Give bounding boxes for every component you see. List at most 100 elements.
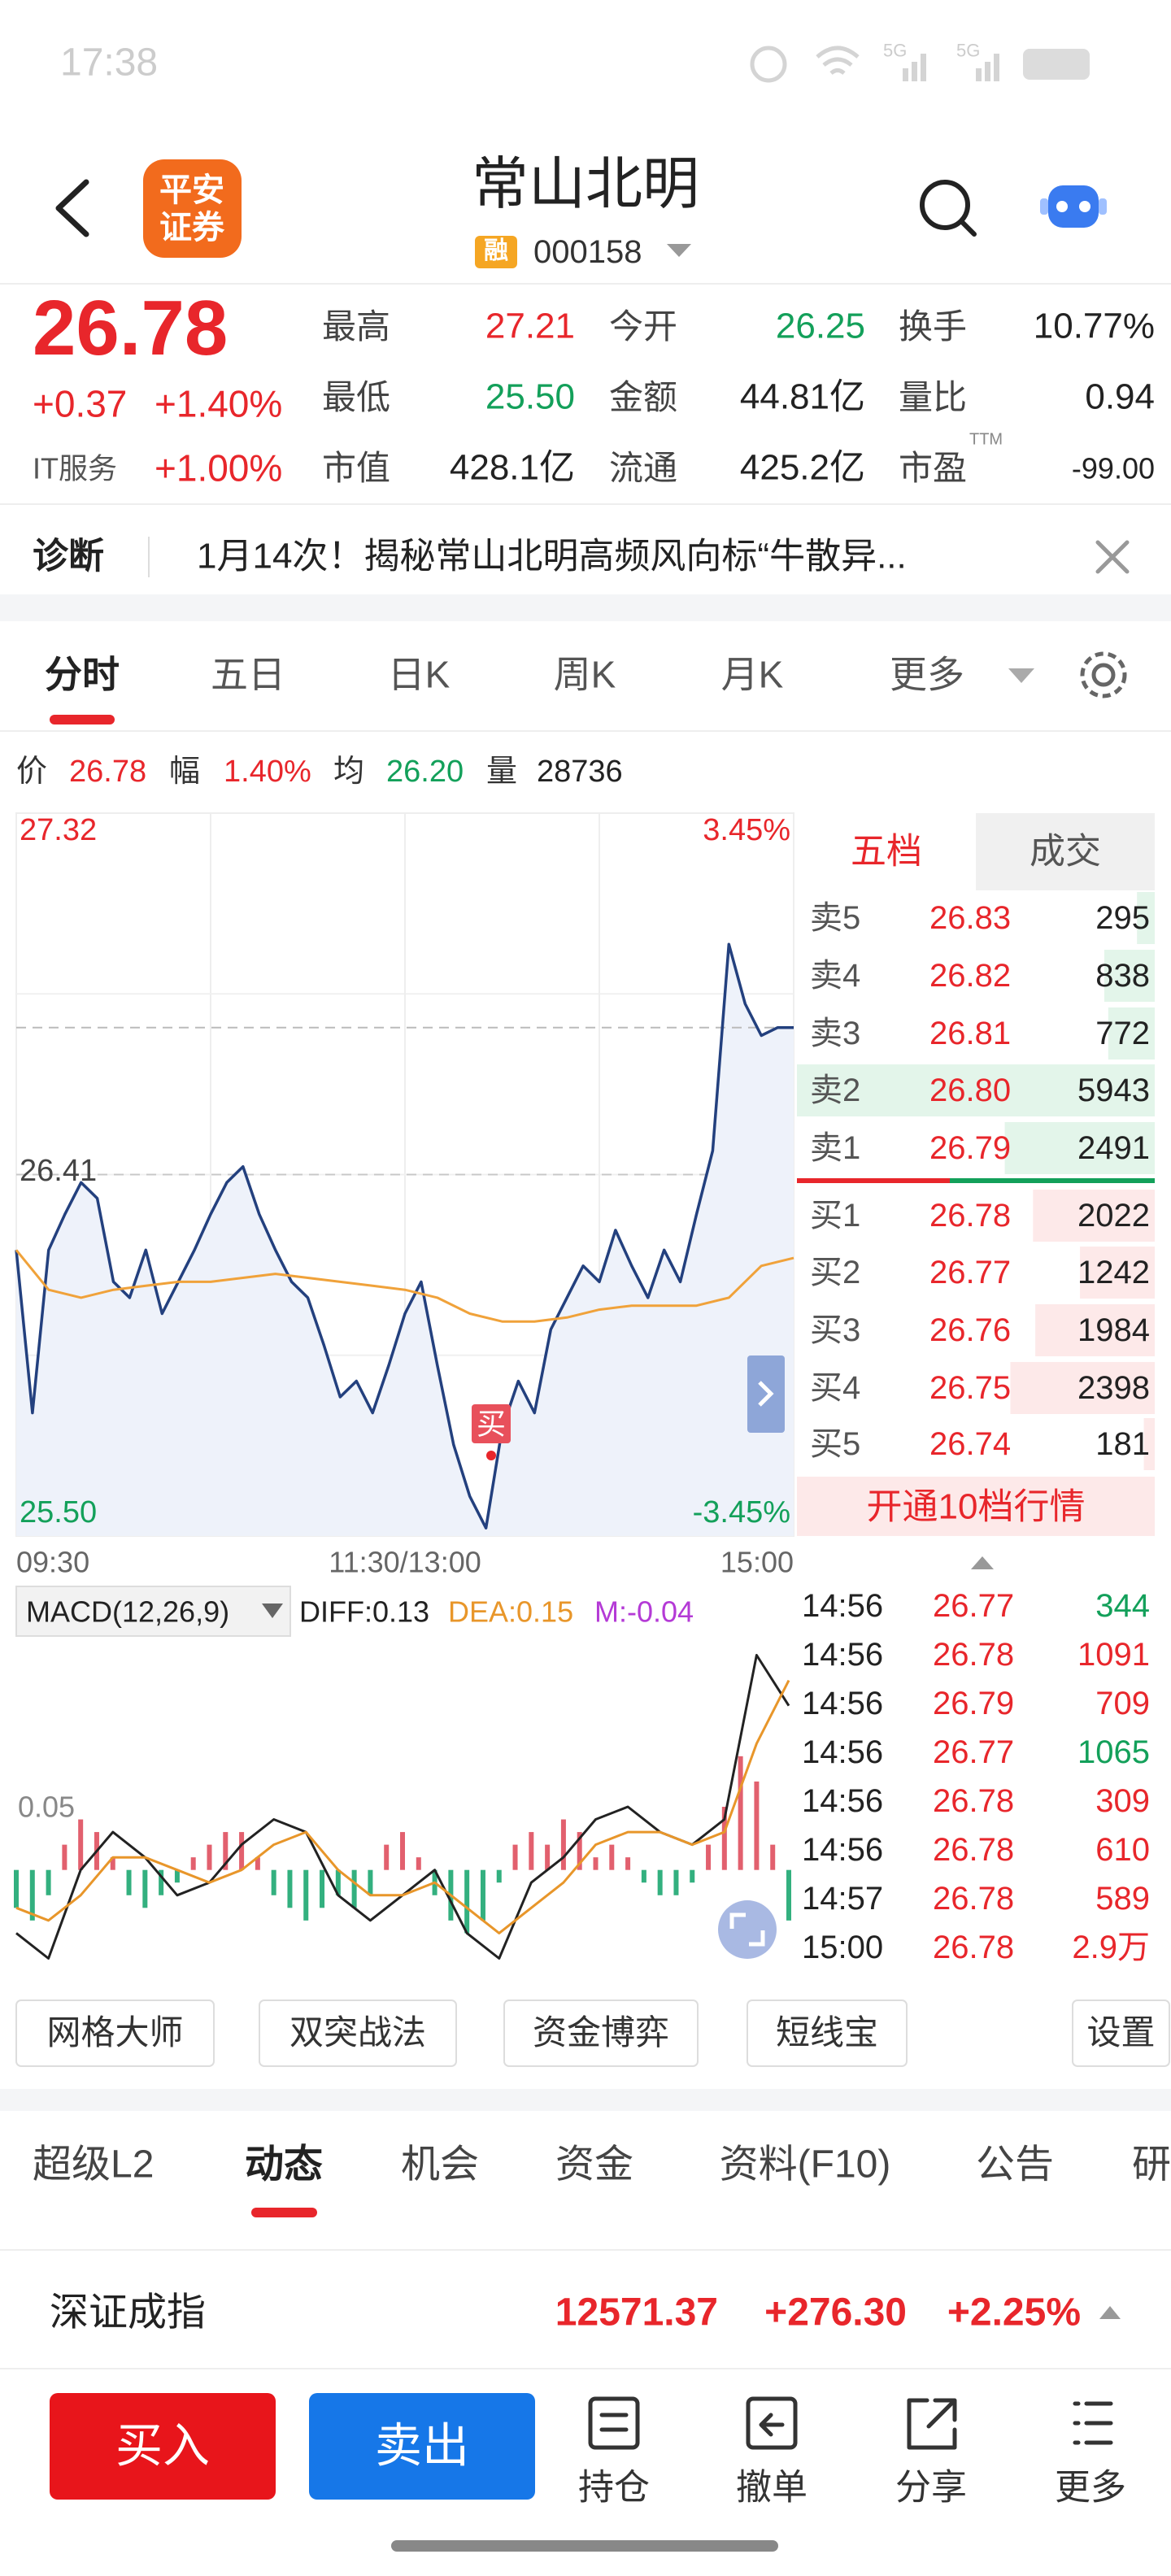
close-icon[interactable] [1095, 540, 1130, 574]
macd-bar [754, 1781, 760, 1870]
book-level: 卖4 [810, 958, 861, 994]
trade-price: 26.78 [933, 1881, 1015, 1917]
status-time: 17:38 [60, 41, 159, 85]
more-dropdown[interactable] [1008, 668, 1034, 683]
macd-bar [657, 1869, 663, 1895]
macd-bar [690, 1869, 695, 1883]
sell-button[interactable] [309, 2393, 535, 2500]
macd-bar [255, 1857, 260, 1870]
book-tab[interactable]: 成交 [1030, 831, 1101, 872]
tool-button[interactable] [503, 1999, 699, 2067]
price-line [15, 942, 794, 1530]
book-tab[interactable]: 五档 [851, 831, 922, 872]
back-icon[interactable] [55, 179, 89, 237]
sub-tab[interactable]: 公告 [975, 2143, 1055, 2187]
trade-price: 26.78 [933, 1637, 1015, 1673]
tab-underline [50, 715, 115, 724]
macd-bar [721, 1807, 727, 1870]
tool-button[interactable] [15, 1999, 215, 2067]
y-tick-label: 25.50 [20, 1495, 98, 1530]
x-tick-label: 11:30/13:00 [329, 1545, 481, 1579]
search-icon[interactable] [920, 180, 977, 237]
volume-bar [1108, 1007, 1155, 1060]
chart-tab[interactable]: 月K [720, 653, 784, 696]
badge-bg [475, 236, 517, 268]
chart-tab[interactable]: 更多 [890, 653, 964, 696]
sell-label[interactable]: 卖出 [374, 2419, 470, 2473]
sub-tab[interactable]: 动态 [244, 2143, 324, 2187]
trade-price: 26.78 [933, 1783, 1015, 1819]
tool-label[interactable]: 短线宝 [775, 2012, 879, 2052]
chart-tab[interactable]: 日K [387, 653, 451, 696]
trades-tab-bg[interactable] [976, 813, 1155, 890]
stat-label: 流通 [609, 448, 678, 487]
toolbar-label[interactable]: 分享 [895, 2467, 967, 2508]
signal-bars [903, 54, 999, 81]
tool-label[interactable]: 设置 [1086, 2012, 1156, 2052]
book-volume: 1242 [1077, 1255, 1150, 1290]
y2-tick-label: -3.45% [692, 1495, 790, 1530]
diagnosis-text[interactable]: 1月14次！揭秘常山北明高频风向标“牛散异... [197, 536, 907, 577]
code-dropdown[interactable] [667, 244, 691, 257]
volume-bar [797, 1064, 1155, 1116]
sub-tab[interactable]: 资料(F10) [719, 2143, 891, 2187]
toolbar-label[interactable]: 撤单 [736, 2467, 808, 2508]
legend-dea: DEA:0.15 [448, 1595, 574, 1629]
tool-button[interactable] [1072, 1999, 1170, 2067]
stat-label: 市值 [322, 448, 391, 487]
book-level: 买1 [810, 1198, 861, 1234]
tool-button[interactable] [259, 1999, 457, 2067]
book-volume: 295 [1095, 900, 1150, 936]
toolbar-label[interactable]: 更多 [1055, 2467, 1126, 2508]
book-price: 26.83 [929, 900, 1012, 936]
sub-tab[interactable]: 资金 [555, 2143, 634, 2187]
sub-tab[interactable]: 研 [1132, 2143, 1171, 2187]
book-volume: 181 [1095, 1426, 1150, 1462]
macd-bar [480, 1869, 485, 1921]
chart-tab[interactable]: 五日 [211, 653, 285, 696]
collapse-arrow[interactable] [971, 1556, 994, 1569]
sub-tab[interactable]: 机会 [400, 2143, 480, 2187]
volume-bar [1010, 1362, 1155, 1414]
trade-price: 26.77 [933, 1588, 1015, 1624]
upgrade-link[interactable]: 开通10档行情 [866, 1486, 1086, 1527]
macd-bar [320, 1869, 325, 1908]
section-gap [0, 2089, 1171, 2111]
buy-label[interactable]: 买入 [115, 2419, 211, 2473]
tool-label[interactable]: 双突战法 [289, 2012, 427, 2052]
sub-tab[interactable]: 超级L2 [33, 2143, 155, 2187]
indicator-selector[interactable] [15, 1586, 291, 1637]
index-expand[interactable] [1099, 2306, 1121, 2319]
chart-tab[interactable]: 周K [553, 653, 616, 696]
buy-button[interactable] [50, 2393, 276, 2500]
trade-volume: 2.9万 [1072, 1930, 1150, 1965]
upgrade-bg[interactable] [797, 1477, 1155, 1536]
book-volume: 5943 [1077, 1073, 1150, 1108]
book-volume: 2491 [1077, 1130, 1150, 1166]
legend-diff: DIFF:0.13 [299, 1595, 430, 1629]
stat-value: 10.77% [1033, 306, 1155, 346]
macd-bar [207, 1844, 212, 1870]
indicator-dropdown[interactable] [262, 1603, 283, 1618]
settings-icon[interactable] [1080, 651, 1127, 698]
legend-m: M:-0.04 [594, 1595, 694, 1629]
trade-volume: 1091 [1077, 1637, 1150, 1673]
tool-label[interactable]: 网格大师 [46, 2012, 184, 2052]
y-tick-label: 26.41 [20, 1153, 98, 1188]
tool-button[interactable] [747, 1999, 908, 2067]
macd-bar [770, 1844, 776, 1870]
last-price: 26.78 [33, 284, 229, 372]
toolbar-label[interactable]: 持仓 [578, 2467, 650, 2508]
fullscreen-button[interactable] [718, 1900, 777, 1959]
broker-logo [143, 159, 242, 258]
robot-icon[interactable] [1040, 185, 1107, 228]
book-price: 26.78 [929, 1198, 1012, 1234]
side-panel-toggle[interactable] [747, 1355, 785, 1433]
sector-name: IT服务 [33, 451, 117, 485]
trade-time: 14:56 [802, 1637, 884, 1673]
tool-label[interactable]: 资金博弈 [532, 2012, 670, 2052]
macd-bar [190, 1857, 196, 1870]
index-name: 深证成指 [50, 2291, 207, 2334]
volume-bar [1104, 950, 1155, 1002]
chart-tab[interactable]: 分时 [45, 653, 120, 696]
